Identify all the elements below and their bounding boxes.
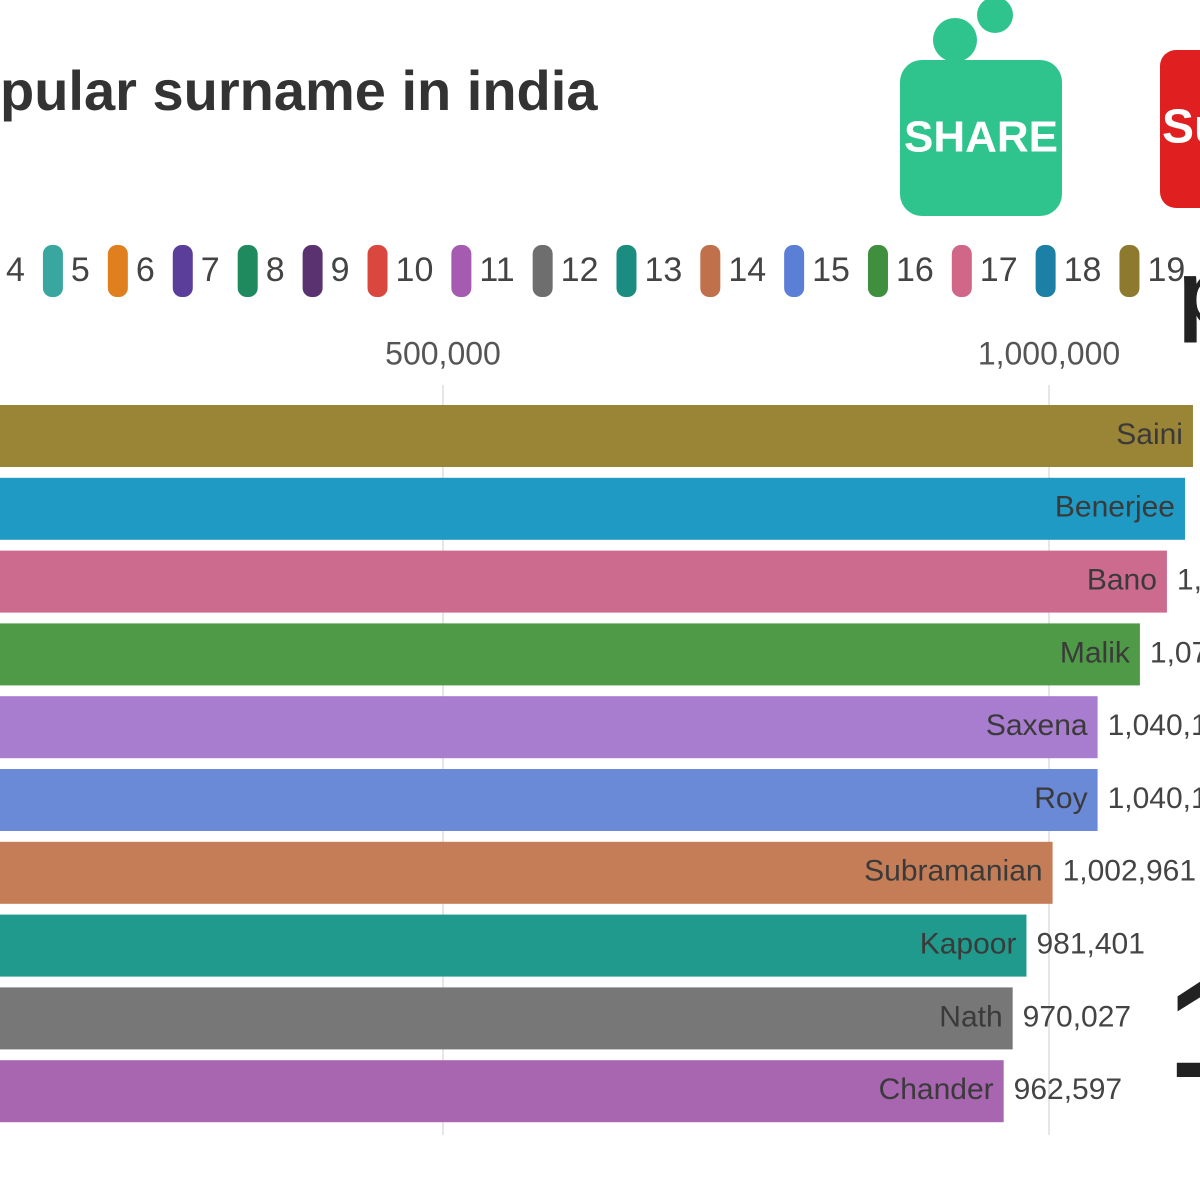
bar: [0, 477, 1185, 540]
bar: [0, 696, 1098, 759]
side-letter: p: [1178, 244, 1200, 344]
legend-swatch: [616, 245, 637, 297]
legend-swatch: [107, 245, 128, 297]
bar: [0, 914, 1027, 977]
share-logo: SHARE: [900, 0, 1062, 216]
legend-swatch: [867, 245, 888, 297]
legend-label: 4: [6, 251, 25, 289]
bar: [0, 987, 1013, 1050]
x-tick-label: 1,000,000: [978, 335, 1120, 371]
value-label: 1,040,101: [1108, 709, 1200, 742]
bar-label: Saini: [1116, 418, 1183, 451]
value-label: 1,040,101: [1108, 782, 1200, 815]
bar: [0, 550, 1167, 613]
legend-label: 10: [396, 251, 434, 289]
legend-label: 18: [1064, 251, 1102, 289]
legend-swatch: [1035, 245, 1056, 297]
x-tick-label: 500,000: [385, 335, 501, 371]
legend-label: 11: [479, 251, 514, 289]
bar: [0, 1060, 1004, 1123]
legend-label: 7: [201, 251, 220, 289]
legend-swatch: [532, 245, 553, 297]
legend: 4567891011121314151617181920: [6, 245, 1185, 297]
legend-swatch: [42, 245, 63, 297]
bar: [0, 841, 1053, 904]
value-label: 981,401: [1036, 928, 1144, 961]
legend-label: 14: [728, 251, 766, 289]
legend-swatch: [700, 245, 721, 297]
legend-swatch: [302, 245, 323, 297]
legend-label: 15: [812, 251, 850, 289]
bar: [0, 769, 1098, 831]
legend-swatch: [451, 245, 472, 297]
legend-swatch: [1119, 245, 1140, 297]
value-label: 970,027: [1023, 1000, 1131, 1033]
legend-label: 8: [266, 251, 285, 289]
subscribe-text: Su: [1162, 101, 1200, 154]
bar-label: Kapoor: [920, 928, 1017, 961]
bar: [0, 405, 1193, 467]
legend-label: 5: [71, 251, 90, 289]
bar-label: Chander: [879, 1073, 994, 1106]
bar-label: Saxena: [986, 709, 1088, 742]
value-label: 1,002,961: [1063, 855, 1196, 888]
subscribe-logo: Su: [1160, 50, 1200, 208]
value-label: 1,: [1177, 564, 1200, 597]
legend-swatch: [367, 245, 388, 297]
share-text: SHARE: [904, 113, 1058, 162]
bar-label: Benerjee: [1055, 491, 1175, 524]
legend-swatch: [951, 245, 972, 297]
bar-label: Subramanian: [864, 855, 1042, 888]
value-label: 1,07: [1150, 636, 1200, 669]
bar-label: Malik: [1060, 636, 1131, 669]
chart-title: pular surname in india: [0, 59, 598, 122]
legend-label: 16: [896, 251, 934, 289]
legend-swatch: [172, 245, 193, 297]
bar-label: Nath: [939, 1000, 1002, 1033]
legend-swatch: [784, 245, 805, 297]
bar-label: Roy: [1034, 782, 1087, 815]
bar: [0, 623, 1140, 686]
legend-label: 6: [136, 251, 155, 289]
legend-label: 12: [561, 251, 599, 289]
legend-label: 9: [331, 251, 350, 289]
value-label: 962,597: [1014, 1073, 1122, 1106]
legend-swatch: [237, 245, 258, 297]
legend-label: 13: [644, 251, 682, 289]
bar-label: Bano: [1087, 564, 1157, 597]
legend-label: 17: [980, 251, 1018, 289]
legend-label: 19: [1147, 251, 1185, 289]
year-label: 1: [1168, 950, 1200, 1107]
